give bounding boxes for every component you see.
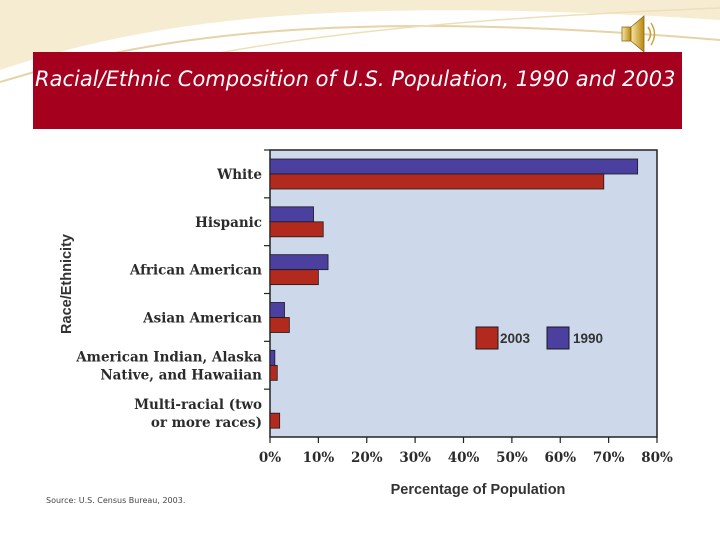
category-label: American Indian, Alaska [75,349,262,365]
bar-2003-4 [269,317,290,333]
x-axis-title: Percentage of Population [391,482,566,498]
bar-2003-1 [269,173,605,190]
bar-chart: White Hispanic African American Asian Ameri… [59,149,673,498]
slide-title: Racial/Ethnic Composition of U.S. Popula… [35,67,676,91]
bar-2003-5 [269,364,278,381]
category-label: Multi-racial (two [134,397,262,413]
category-label: Asian American [142,311,262,327]
speaker-icon[interactable] [618,12,658,56]
x-tick-label: 70% [593,450,625,466]
bar-1990-1 [269,158,639,175]
plot-area [269,149,658,438]
title-bar: Racial/Ethnic Composition of U.S. Popula… [33,52,682,129]
x-tick-label: 80% [641,450,673,466]
category-label: White [216,167,262,183]
bar-1990-5 [269,349,276,366]
bar-2003-2 [269,221,324,238]
category-label: or more races) [151,415,262,431]
bar-2003-3 [269,269,319,286]
legend-swatch-1990 [546,326,570,350]
bar-1990-4 [269,302,285,318]
x-tick-label: 40% [448,450,480,466]
bar-1990-2 [269,206,314,223]
legend-label-1990: 1990 [573,331,603,346]
x-tick-label: 10% [303,450,335,466]
x-tick-label: 20% [351,450,383,466]
legend-label-2003: 2003 [500,331,531,346]
category-label: African American [129,263,262,279]
y-axis-title: Race/Ethnicity [59,234,75,334]
bar-2003-6 [269,412,281,429]
x-tick-label: 30% [399,450,431,466]
x-tick-label: 0% [259,450,281,466]
x-tick-label: 50% [496,450,528,466]
x-tick-label: 60% [544,450,576,466]
category-label: Hispanic [195,215,262,231]
legend-swatch-2003 [475,326,499,350]
source-note: Source: U.S. Census Bureau, 2003. [46,496,186,505]
category-label: Native, and Hawaiian [100,367,262,383]
bar-1990-3 [269,254,329,271]
